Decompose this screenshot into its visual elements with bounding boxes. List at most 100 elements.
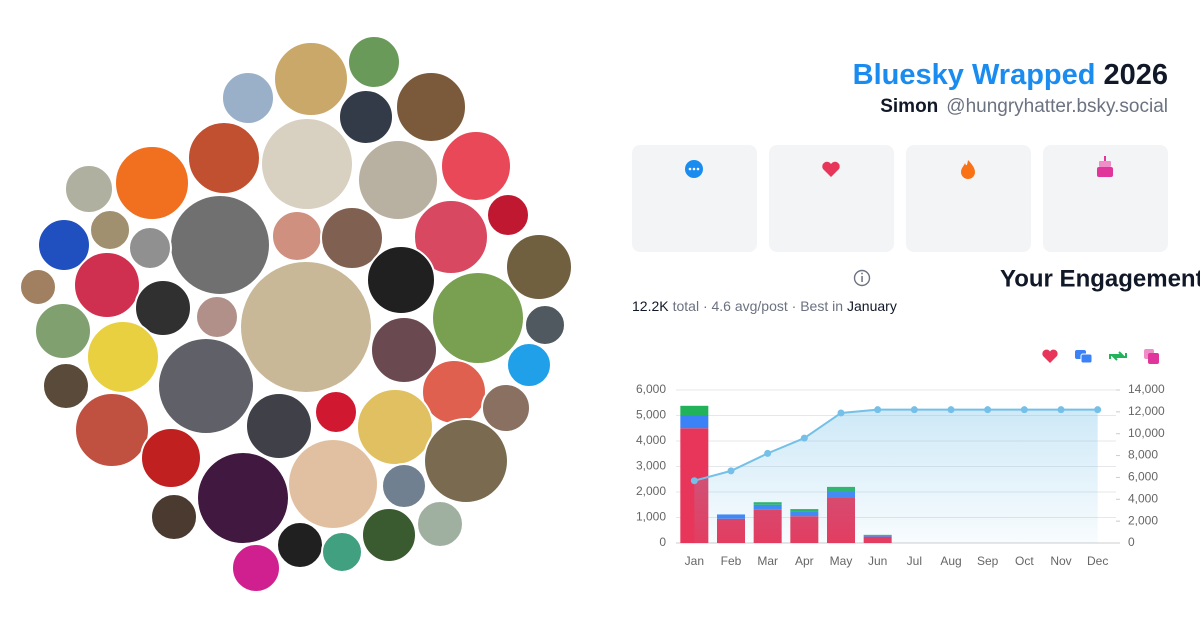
icon-streak [961, 160, 975, 179]
avatar [89, 209, 131, 251]
avatar [221, 71, 275, 125]
avatar [440, 130, 512, 202]
avatar [34, 302, 92, 360]
avatar [314, 390, 358, 434]
title: Bluesky Wrapped 2026 [853, 59, 1168, 91]
legend-reposts[interactable] [1109, 351, 1127, 361]
avatar [395, 71, 467, 143]
avatar [423, 418, 509, 504]
legend-quotes[interactable] [1144, 349, 1159, 364]
avatar [42, 362, 90, 410]
stat-card [769, 145, 894, 252]
line-point [1094, 406, 1102, 414]
stat-cards [632, 145, 1168, 252]
avatar [338, 89, 394, 145]
avatar [413, 199, 489, 275]
legend-replies[interactable] [1075, 350, 1093, 364]
y2-tick-label: 12,000 [1128, 404, 1165, 418]
avatar [361, 507, 417, 563]
avatar [140, 427, 202, 489]
avatar [506, 342, 552, 388]
x-tick-label: Aug [940, 554, 961, 568]
y2-tick-label: 10,000 [1128, 426, 1165, 440]
avatar [366, 245, 436, 315]
avatar [431, 271, 525, 365]
avatar [276, 521, 324, 569]
avatar [37, 218, 91, 272]
avatar [231, 543, 281, 593]
line-point [984, 406, 992, 414]
brand: Bluesky Wrapped [853, 59, 1096, 91]
line-point [764, 449, 772, 457]
x-tick-label: Nov [1050, 554, 1071, 568]
avatar [287, 438, 379, 530]
avatar [271, 210, 323, 262]
y2-tick-label: 4,000 [1128, 491, 1158, 505]
line-point [837, 409, 845, 417]
avatar [86, 320, 160, 394]
avatar [347, 35, 401, 89]
avatar [134, 279, 192, 337]
legend [1042, 349, 1159, 364]
total: 12.2K [632, 298, 669, 314]
year: 2026 [1103, 59, 1168, 91]
y-tick-label: 6,000 [636, 382, 666, 396]
y2-tick-label: 8,000 [1128, 448, 1158, 462]
line-point [727, 467, 735, 475]
line-point [800, 434, 808, 442]
avatar [356, 388, 434, 466]
x-tick-label: Mar [757, 554, 778, 568]
y-tick-label: 1,000 [636, 510, 666, 524]
y2-tick-label: 0 [1128, 535, 1135, 549]
best-month: January [847, 298, 897, 314]
user-handle: @hungryhatter.bsky.social [946, 96, 1168, 117]
avatar [150, 493, 198, 541]
summary: total · 4.6 avg/post · Best in [673, 298, 843, 314]
cumulative-area [694, 409, 1098, 543]
bar-segment [680, 405, 709, 416]
engagement-title: Your Engagement [1000, 265, 1200, 292]
avatar [73, 251, 141, 319]
avatar [273, 41, 349, 117]
icon-likes [822, 161, 840, 177]
avatar [169, 194, 271, 296]
y-tick-label: 0 [659, 535, 666, 549]
x-tick-label: Apr [795, 554, 814, 568]
avatar [74, 392, 150, 468]
avatar-cluster [19, 35, 573, 593]
avatar [381, 463, 427, 509]
engagement-summary: 12.2K total · 4.6 avg/post · Best in Janua… [632, 298, 897, 314]
line-point [947, 406, 955, 414]
y-tick-label: 3,000 [636, 459, 666, 473]
stat-card [632, 145, 757, 252]
avatar [260, 117, 354, 211]
x-tick-label: Jul [907, 554, 922, 568]
bar-segment [680, 415, 709, 429]
legend-likes[interactable] [1042, 349, 1058, 363]
y-tick-label: 2,000 [636, 484, 666, 498]
avatar [128, 226, 172, 270]
x-tick-label: May [830, 554, 853, 568]
info-icon[interactable] [853, 269, 871, 287]
avatar [239, 260, 373, 394]
stat-card [906, 145, 1031, 252]
avatar [486, 193, 530, 237]
x-tick-label: Dec [1087, 554, 1108, 568]
y2-tick-label: 2,000 [1128, 513, 1158, 527]
avatar [524, 304, 566, 346]
icon-cake [1097, 156, 1113, 177]
x-tick-label: Feb [721, 554, 742, 568]
user-name: Simon [880, 96, 938, 117]
avatar [245, 392, 313, 460]
y2-tick-label: 14,000 [1128, 382, 1165, 396]
avatar [157, 337, 255, 435]
line-point [910, 406, 918, 414]
avatar [320, 206, 384, 270]
avatar [505, 233, 573, 301]
y-tick-label: 4,000 [636, 433, 666, 447]
cumulative-line [694, 408, 1098, 482]
avatar [357, 139, 439, 221]
avatar [481, 383, 531, 433]
avatar [64, 164, 114, 214]
line-point [1057, 406, 1065, 414]
